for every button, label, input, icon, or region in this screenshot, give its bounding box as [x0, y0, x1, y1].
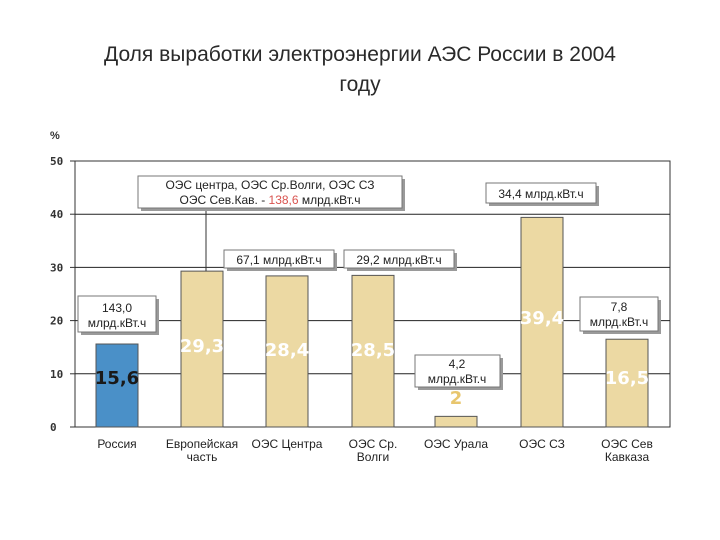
- annotation-text: 29,2 млрд.кВт.ч: [356, 253, 441, 267]
- annotation-text: 143,0: [102, 301, 132, 315]
- annotation-box: [343, 249, 455, 269]
- x-tick-label: ОЭС Сев Кавказа: [601, 437, 653, 464]
- annotation-text: 34,4 млрд.кВт.ч: [498, 187, 583, 201]
- annotation-text: ОЭС центра, ОЭС Ср.Волги, ОЭС СЗ: [165, 178, 374, 192]
- x-tick-label: Европейская часть: [166, 437, 238, 464]
- data-label: 15,6: [95, 368, 139, 389]
- bar: [434, 415, 478, 428]
- y-tick-label: 50: [50, 155, 63, 168]
- data-label: 29,3: [180, 336, 224, 357]
- x-tick-label: ОЭС Ср. Волги: [349, 437, 398, 464]
- bar: [605, 338, 649, 428]
- annotation-box: [579, 296, 659, 332]
- bar: [95, 343, 139, 428]
- annotation-text: 67,1 млрд.кВт.ч: [236, 253, 321, 267]
- y-tick-label: 10: [50, 368, 63, 381]
- annotation-box: [414, 354, 501, 388]
- annotation-box: [223, 249, 335, 269]
- y-tick-label: 0: [50, 421, 57, 434]
- x-tick-label: Россия: [97, 437, 136, 451]
- annotation-text: ОЭС Сев.Кав. - 138,6 млрд.кВт.ч: [179, 193, 360, 207]
- data-label: 39,4: [520, 308, 564, 329]
- annotation-text: млрд.кВт.ч: [428, 372, 487, 386]
- y-axis-label: %: [50, 130, 60, 142]
- annotation-text: 4,2: [449, 357, 466, 371]
- y-tick-label: 40: [50, 208, 63, 221]
- annotation-box: [485, 182, 597, 204]
- annotation-box: [77, 295, 157, 333]
- annotation-text: 7,8: [611, 300, 628, 314]
- annotation-box: [137, 175, 403, 209]
- data-label: 16,5: [605, 368, 649, 389]
- bar: [520, 216, 564, 428]
- x-tick-label: ОЭС СЗ: [519, 437, 565, 451]
- x-tick-label: ОЭС Центра: [252, 437, 323, 451]
- data-label: 28,5: [351, 340, 395, 361]
- data-label: 2: [450, 388, 463, 409]
- y-tick-label: 30: [50, 261, 63, 274]
- x-tick-label: ОЭС Урала: [424, 437, 488, 451]
- y-tick-label: 20: [50, 315, 63, 328]
- bar: [351, 274, 395, 428]
- annotation-text: млрд.кВт.ч: [88, 316, 147, 330]
- annotation-text: млрд.кВт.ч: [590, 315, 649, 329]
- data-label: 28,4: [265, 340, 309, 361]
- bar: [180, 270, 224, 428]
- bar: [265, 275, 309, 428]
- page-title: Доля выработки электроэнергии АЭС России…: [104, 43, 616, 96]
